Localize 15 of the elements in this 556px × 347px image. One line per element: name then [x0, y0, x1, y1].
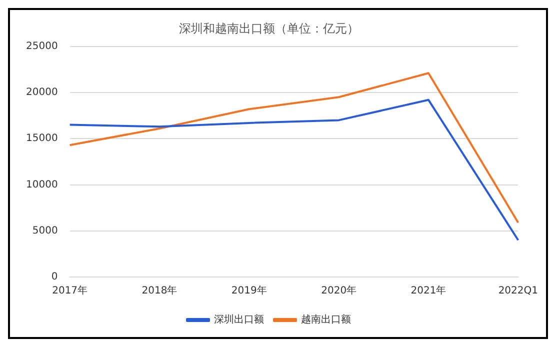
x-tick-label: 2022Q1 — [498, 286, 538, 297]
x-tick-label: 2018年 — [142, 284, 178, 297]
legend-label: 越南出口额 — [301, 314, 351, 326]
y-tick-label: 20000 — [26, 87, 58, 98]
y-tick-label: 15000 — [26, 133, 58, 144]
x-tick-label: 2021年 — [410, 284, 446, 297]
y-tick-label: 5000 — [32, 225, 58, 236]
legend-label: 深圳出口额 — [214, 314, 264, 326]
x-tick-label: 2019年 — [231, 284, 267, 297]
x-tick-label: 2017年 — [52, 284, 88, 297]
y-tick-label: 0 — [51, 272, 58, 283]
x-tick-label: 2020年 — [321, 284, 357, 297]
y-tick-label: 10000 — [26, 179, 58, 190]
chart-title: 深圳和越南出口额（单位：亿元） — [179, 21, 359, 36]
y-tick-label: 25000 — [26, 40, 58, 52]
